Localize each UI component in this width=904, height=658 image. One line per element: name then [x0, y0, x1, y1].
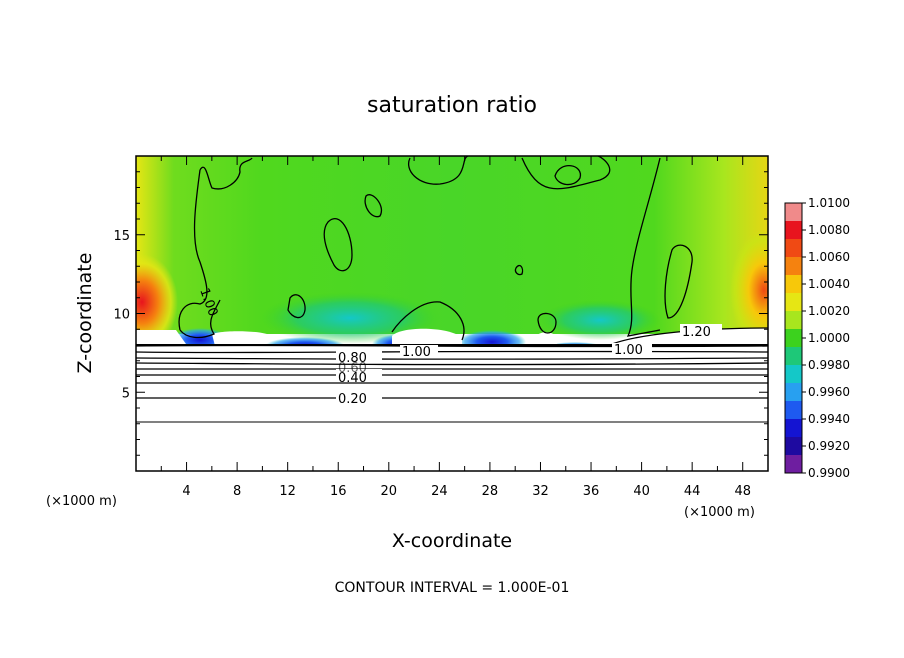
colorbar-tick-label: 0.9900 [808, 466, 850, 480]
y-tick-label: 15 [113, 229, 130, 244]
contour-interval-note: CONTOUR INTERVAL = 1.000E-01 [335, 580, 570, 596]
contour-label-1-00-right: 1.00 [614, 343, 643, 358]
x-tick-label: 40 [633, 484, 650, 499]
contour-label-0-20: 0.20 [338, 392, 367, 407]
colorbar-swatch [785, 347, 802, 366]
colorbar-tick-label: 1.0080 [808, 223, 850, 237]
colorbar-tick-label: 0.9940 [808, 412, 850, 426]
y-axis-label: Z-coordinate [74, 253, 96, 374]
x-tick-label: 48 [734, 484, 751, 499]
y-tick-label: 5 [122, 386, 130, 401]
colorbar-swatch [785, 329, 802, 348]
x-tick-label: 12 [279, 484, 296, 499]
x-unit-left: (×1000 m) [46, 494, 117, 509]
colorbar-swatch [785, 401, 802, 420]
colorbar-tick-label: 0.9960 [808, 385, 850, 399]
colorbar-tick-label: 1.0020 [808, 304, 850, 318]
white-cloud-4 [535, 332, 558, 350]
chart-title: saturation ratio [367, 93, 537, 118]
x-tick-label: 4 [182, 484, 190, 499]
contour-0-50 [136, 369, 768, 370]
x-tick-label: 24 [431, 484, 448, 499]
colorbar-tick-label: 0.9980 [808, 358, 850, 372]
x-tick-label: 20 [381, 484, 398, 499]
contour-label-1-20: 1.20 [682, 325, 711, 340]
colorbar-tick-label: 0.9920 [808, 439, 850, 453]
x-tick-label: 36 [583, 484, 600, 499]
x-tick-label: 44 [684, 484, 701, 499]
colorbar-swatch [785, 221, 802, 240]
colorbar-swatch [785, 419, 802, 438]
colorbar-tick-label: 1.0040 [808, 277, 850, 291]
colorbar-swatch [785, 257, 802, 276]
colorbar-swatch [785, 311, 802, 330]
colorbar-swatch [785, 203, 802, 222]
colorbar-swatch [785, 293, 802, 312]
x-tick-label: 28 [482, 484, 499, 499]
contour-0-40 [136, 375, 768, 376]
contour-label-1-00-mid: 1.00 [402, 345, 431, 360]
field-background [136, 156, 768, 334]
colorbar-tick-label: 1.0000 [808, 331, 850, 345]
colorbar: 1.0100 1.0080 1.0060 1.0040 1.0020 1.0000 0.99… [785, 196, 850, 480]
colorbar-swatch [785, 383, 802, 402]
x-tick-label: 16 [330, 484, 347, 499]
colorbar-swatch [785, 437, 802, 456]
x-axis-label: X-coordinate [392, 530, 512, 552]
colorbar-tick-label: 1.0060 [808, 250, 850, 264]
colorbar-tick-label: 1.0100 [808, 196, 850, 210]
colorbar-swatch [785, 365, 802, 384]
x-unit-right: (×1000 m) [684, 505, 755, 520]
colorbar-swatch [785, 455, 802, 474]
y-tick-label: 10 [113, 308, 130, 323]
colorbar-swatch [785, 275, 802, 294]
x-tick-label: 32 [532, 484, 549, 499]
colorbar-swatch [785, 239, 802, 258]
contour-label-0-40: 0.40 [338, 371, 367, 386]
x-tick-label: 8 [233, 484, 241, 499]
